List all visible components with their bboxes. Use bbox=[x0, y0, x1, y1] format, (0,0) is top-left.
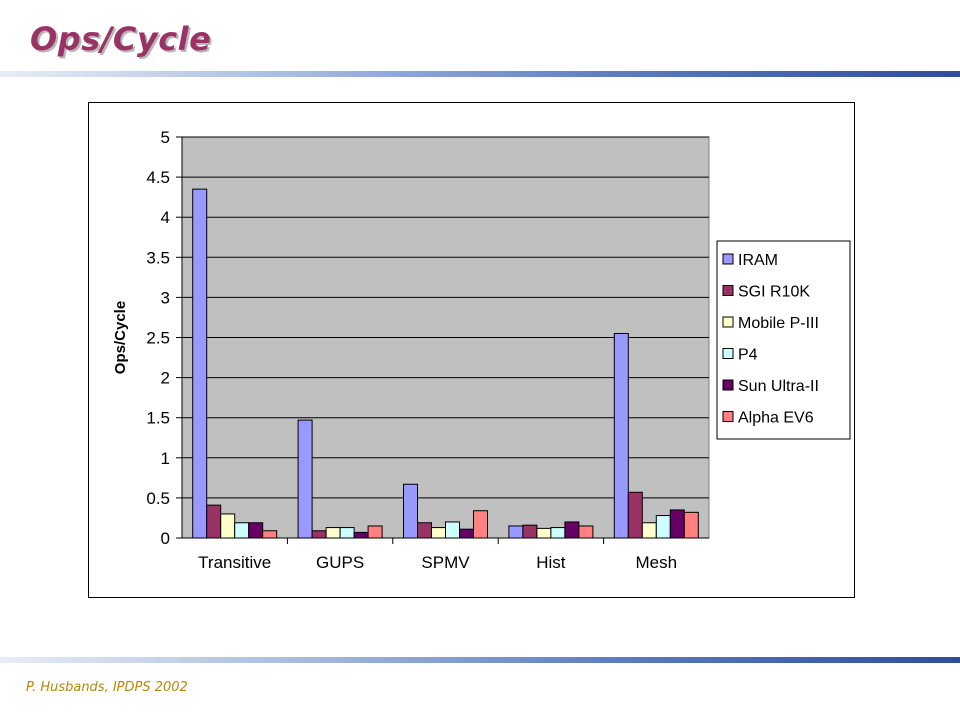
bar-sgi-r10k bbox=[522, 524, 538, 539]
bar-iram bbox=[613, 332, 629, 539]
bar-p4 bbox=[550, 527, 566, 539]
y-tick-label: 1.5 bbox=[146, 409, 170, 428]
y-tick-labels: 0 0.5 1 1.5 2 2.5 3 3.5 4 4.5 5 bbox=[146, 128, 170, 548]
bars bbox=[192, 188, 699, 539]
bar-alpha-ev6 bbox=[262, 530, 278, 539]
bar-mobile-p-iii bbox=[641, 522, 657, 539]
y-tick-label: 4.5 bbox=[146, 168, 170, 187]
y-tick-label: 1 bbox=[161, 449, 170, 468]
legend-swatch bbox=[722, 285, 734, 296]
bar-alpha-ev6 bbox=[683, 511, 699, 539]
bar-sun-ultra-ii bbox=[564, 521, 580, 539]
bar-iram bbox=[403, 483, 418, 539]
bar-p4 bbox=[339, 527, 355, 539]
x-tick-label: SPMV bbox=[421, 553, 470, 572]
y-tick-label: 2.5 bbox=[146, 329, 170, 348]
bar-sun-ultra-ii bbox=[353, 531, 369, 539]
bar-p4 bbox=[445, 521, 460, 539]
bar-p4 bbox=[655, 515, 671, 539]
legend-label: SGI R10K bbox=[738, 284, 810, 301]
y-tick-label: 2 bbox=[161, 369, 170, 388]
bar-iram bbox=[508, 525, 524, 539]
bar-p4 bbox=[234, 522, 250, 539]
x-tick-label: Hist bbox=[536, 553, 566, 572]
bar-sgi-r10k bbox=[417, 522, 432, 539]
axes bbox=[181, 137, 709, 544]
legend-swatch bbox=[722, 411, 734, 422]
y-axis-title: Ops/Cycle bbox=[112, 301, 129, 374]
x-tick-label: Mesh bbox=[636, 553, 678, 572]
legend-label: IRAM bbox=[738, 252, 778, 269]
chart-frame: 0 0.5 1 1.5 2 2.5 3 3.5 4 4.5 5 Transitive GUPS SPMV… bbox=[88, 102, 855, 598]
bar-sun-ultra-ii bbox=[459, 528, 474, 539]
legend-label: P4 bbox=[738, 347, 758, 364]
bar-iram bbox=[297, 419, 313, 539]
footer-divider bbox=[0, 657, 960, 663]
bar-mobile-p-iii bbox=[431, 527, 446, 539]
legend-label: Mobile P-III bbox=[738, 315, 819, 332]
y-tick-label: 3 bbox=[161, 288, 170, 307]
legend-swatch bbox=[722, 253, 734, 265]
bar-sgi-r10k bbox=[206, 504, 222, 539]
legend-swatch bbox=[722, 348, 734, 359]
legend: IRAM SGI R10K Mobile P-III P4 Sun Ultra-II Al… bbox=[716, 240, 851, 440]
bar-mobile-p-iii bbox=[325, 527, 341, 539]
legend-label: Alpha EV6 bbox=[738, 410, 814, 427]
y-tick-label: 0.5 bbox=[146, 489, 170, 508]
legend-label: Sun Ultra-II bbox=[738, 378, 819, 395]
x-tick-labels: Transitive GUPS SPMV Hist Mesh bbox=[198, 553, 677, 572]
title-divider bbox=[0, 71, 960, 77]
y-tick-label: 4 bbox=[161, 208, 170, 227]
bar-alpha-ev6 bbox=[578, 525, 594, 539]
bar-mobile-p-iii bbox=[220, 513, 236, 539]
y-tick-label: 0 bbox=[161, 529, 170, 548]
bar-sgi-r10k bbox=[311, 530, 327, 539]
y-tick-label: 5 bbox=[161, 128, 170, 147]
ops-per-cycle-chart: 0 0.5 1 1.5 2 2.5 3 3.5 4 4.5 5 Transitive GUPS SPMV… bbox=[112, 128, 851, 572]
bar-sgi-r10k bbox=[627, 491, 643, 539]
x-tick-label: Transitive bbox=[198, 553, 271, 572]
bar-sun-ultra-ii bbox=[248, 522, 264, 539]
bar-mobile-p-iii bbox=[536, 527, 552, 539]
y-tick-label: 3.5 bbox=[146, 248, 170, 267]
legend-swatch bbox=[722, 316, 734, 328]
legend-swatch bbox=[722, 379, 734, 391]
slide-title: Ops/Cycle bbox=[30, 20, 212, 58]
bar-sun-ultra-ii bbox=[669, 509, 685, 539]
bar-iram bbox=[192, 188, 208, 539]
bar-alpha-ev6 bbox=[367, 525, 383, 539]
x-tick-label: GUPS bbox=[316, 553, 364, 572]
legend-box bbox=[716, 240, 851, 440]
footer-citation: P. Husbands, IPDPS 2002 bbox=[26, 680, 188, 695]
bar-alpha-ev6 bbox=[473, 510, 488, 539]
